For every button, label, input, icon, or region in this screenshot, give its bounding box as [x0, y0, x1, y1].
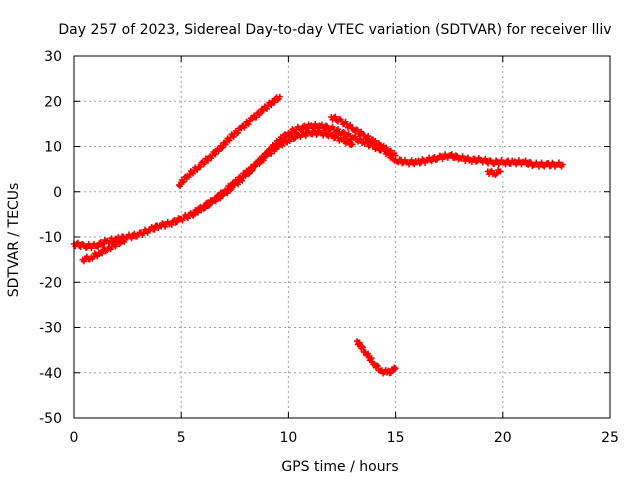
series-isolated-arc	[354, 338, 399, 377]
data-point	[497, 168, 504, 175]
data-point-band	[350, 126, 366, 138]
data-point	[349, 141, 356, 148]
y-tick-label: -40	[39, 366, 62, 382]
data-point-band	[211, 189, 227, 204]
y-axis-label: SDTVAR / TECUs	[6, 183, 22, 298]
data-point-band	[318, 129, 333, 140]
series-early-low	[79, 236, 129, 265]
y-tick-label: -20	[39, 275, 62, 291]
axis-ticks: 0 5 10 15 20 25 -50 -40 -30 -20 -10 0 10 20 30	[39, 49, 619, 446]
data-point-band	[340, 128, 355, 143]
series-tail-dip	[484, 167, 504, 179]
data-point-band	[136, 226, 151, 239]
data-point-band	[308, 120, 323, 132]
data-point-band	[426, 153, 441, 165]
y-tick-label: 30	[44, 49, 62, 65]
data-point	[276, 93, 283, 100]
y-tick-label: -10	[39, 230, 62, 246]
data-point-band	[217, 135, 233, 152]
data-point-band	[275, 136, 291, 150]
data-point-band	[271, 94, 282, 106]
series-cluster-late	[328, 113, 399, 159]
data-point-band	[286, 123, 301, 138]
data-point-band	[250, 106, 265, 122]
series-main-trend	[71, 120, 566, 252]
series-lower-track	[188, 127, 356, 219]
y-tick-label: -50	[39, 411, 62, 427]
data-point-band	[72, 239, 87, 250]
data-point-band	[479, 155, 494, 167]
data-point-band	[125, 230, 140, 242]
x-tick-label: 25	[601, 430, 619, 446]
data-point-band	[329, 113, 344, 125]
x-tick-label: 15	[387, 430, 405, 446]
x-tick-label: 0	[70, 430, 79, 446]
data-point-band	[265, 142, 280, 158]
data-point	[392, 152, 399, 159]
x-tick-label: 20	[494, 430, 512, 446]
y-tick-label: 10	[44, 140, 62, 156]
data-point-band	[185, 164, 201, 180]
data-point-band	[97, 245, 111, 257]
data-point-band	[361, 132, 376, 145]
data-point-band	[81, 253, 93, 265]
data-point-band	[106, 240, 119, 253]
data-point-band	[436, 151, 451, 163]
data-point-band	[533, 159, 548, 170]
y-tick-label: 20	[44, 94, 62, 110]
data-point-band	[363, 350, 377, 368]
data-point-band	[196, 155, 211, 170]
x-axis-label: GPS time / hours	[281, 459, 398, 475]
x-tick-label: 5	[177, 430, 186, 446]
x-tick-label: 10	[279, 430, 297, 446]
data-point	[559, 161, 566, 168]
data-point	[122, 236, 129, 243]
series-upper-track	[176, 93, 283, 190]
y-tick-label: 0	[53, 185, 62, 201]
chart-title: Day 257 of 2023, Sidereal Day-to-day VTE…	[58, 22, 611, 38]
grid-lines	[74, 56, 610, 418]
data-points	[71, 93, 566, 377]
y-tick-label: -30	[39, 321, 62, 337]
data-point	[392, 365, 399, 372]
data-point-band	[372, 137, 387, 152]
